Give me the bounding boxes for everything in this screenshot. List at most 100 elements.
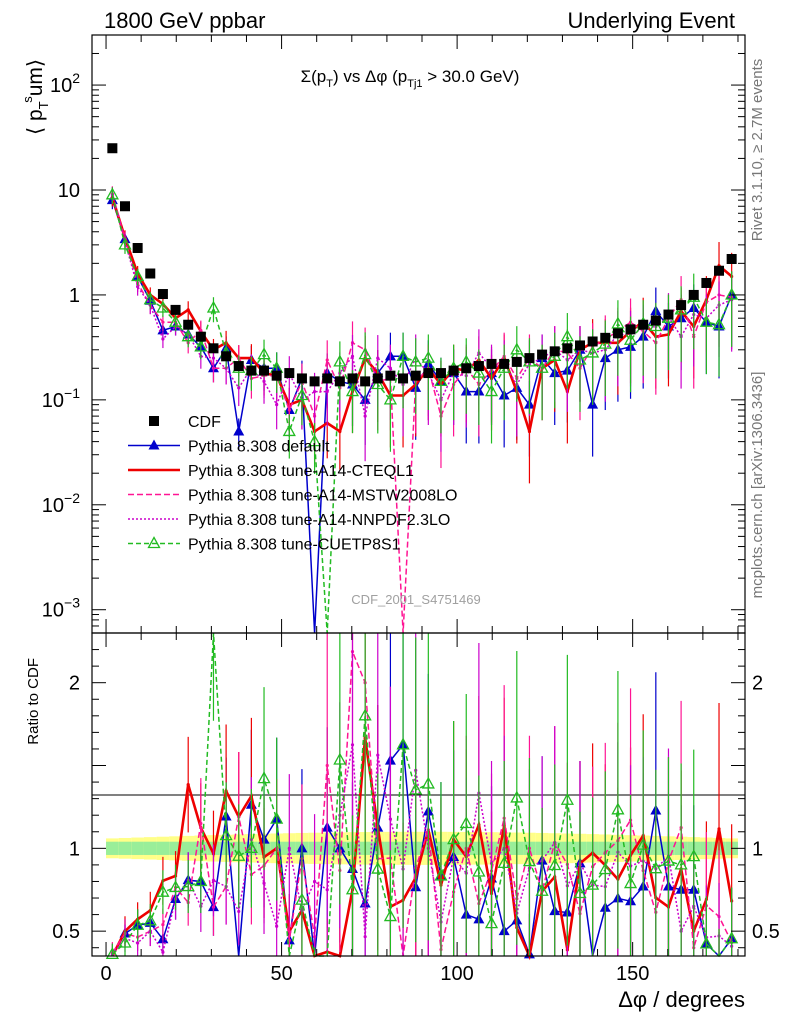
data-point	[334, 376, 345, 387]
ratio-point	[262, 881, 266, 885]
data-point	[168, 314, 183, 327]
ratio-point	[363, 935, 367, 939]
ratio-band-inner	[181, 841, 195, 855]
ratio-point	[598, 862, 612, 875]
main-y-axis-label: ⟨ pTsum⟩	[20, 59, 51, 135]
data-point	[259, 365, 270, 376]
main-chart-title: Σ(pT) vs Δφ (pTj1 > 30.0 GeV)	[301, 67, 520, 90]
side-label-mcplots: mcplots.cern.ch [arXiv:1306.3436]	[749, 372, 766, 599]
legend-label: Pythia 8.308 tune-A14-MSTW2008LO	[188, 488, 457, 505]
ratio-point	[136, 941, 140, 945]
data-point	[233, 425, 245, 436]
ratio-point	[287, 846, 291, 850]
data-point	[650, 315, 661, 326]
ratio-point	[623, 876, 638, 889]
data-point	[199, 328, 203, 332]
ratio-point	[325, 763, 329, 768]
ratio-y-tick-label: 2	[69, 673, 80, 695]
data-point	[211, 356, 216, 360]
ratio-point	[687, 849, 701, 862]
data-point	[537, 349, 548, 360]
data-point	[118, 237, 132, 250]
data-point	[396, 348, 410, 361]
ratio-point	[548, 858, 562, 871]
ratio-series-line	[111, 744, 733, 955]
ratio-point	[275, 924, 279, 928]
ratio-point	[199, 821, 203, 826]
ratio-band-inner	[143, 841, 157, 855]
data-point	[345, 384, 360, 397]
y-tick-label: 102	[50, 70, 80, 97]
data-point	[499, 358, 510, 369]
data-point	[486, 358, 497, 369]
data-point	[131, 269, 145, 282]
data-point	[421, 350, 435, 363]
ratio-panel-series	[105, 632, 739, 961]
data-point	[284, 368, 295, 379]
ratio-point	[717, 827, 721, 831]
ratio-point	[345, 882, 360, 895]
data-point	[107, 143, 118, 154]
data-point	[221, 351, 232, 362]
data-point	[287, 408, 291, 412]
series-line	[111, 193, 732, 634]
data-point	[726, 253, 737, 264]
data-point	[524, 353, 535, 364]
data-point	[573, 352, 587, 365]
data-point	[206, 300, 221, 313]
ratio-point	[186, 783, 190, 787]
ratio-point	[295, 892, 309, 905]
ratio-point	[560, 792, 574, 805]
data-point	[120, 201, 131, 212]
data-point	[527, 429, 532, 434]
data-point	[472, 365, 486, 378]
data-point	[560, 329, 574, 342]
data-point	[296, 373, 307, 384]
ratio-point	[131, 917, 145, 930]
data-point	[410, 370, 421, 381]
data-point	[312, 389, 317, 394]
ratio-point	[168, 880, 183, 893]
ratio-y-tick-label: 0.5	[52, 921, 80, 943]
data-point	[712, 317, 726, 330]
data-point	[409, 354, 423, 367]
legend: CDF Pythia 8.308 default Pythia 8.308 tune…	[128, 414, 457, 554]
data-point	[157, 289, 168, 300]
data-point	[663, 309, 674, 320]
ratio-point	[510, 790, 524, 803]
data-point	[350, 354, 355, 358]
data-point	[156, 300, 170, 313]
watermark: CDF_2001_S4751469	[351, 592, 480, 607]
ratio-point	[649, 861, 663, 874]
data-point	[161, 320, 165, 324]
ratio-y-tick-label-right: 2	[752, 673, 763, 695]
data-point	[170, 304, 181, 315]
data-point	[338, 429, 342, 434]
x-axis-label: Δφ / degrees	[618, 987, 745, 1012]
ratio-point	[421, 776, 435, 789]
data-point	[132, 243, 143, 254]
x-tick-label: 150	[616, 963, 649, 985]
ratio-point	[161, 950, 165, 954]
ratio-point	[358, 708, 372, 721]
data-point	[282, 424, 296, 437]
legend-label: Pythia 8.308 default	[188, 439, 330, 456]
ratio-point	[219, 828, 233, 841]
data-point	[295, 388, 309, 401]
data-point	[161, 337, 165, 341]
data-point	[638, 319, 649, 330]
ratio-point	[156, 884, 170, 897]
data-point	[358, 347, 372, 360]
ratio-plot-frame	[91, 632, 746, 957]
ratio-point	[661, 853, 676, 866]
data-point	[194, 339, 208, 352]
ratio-point	[674, 857, 688, 870]
ratio-band-inner	[156, 841, 170, 855]
ratio-series-line	[111, 651, 733, 957]
ratio-point	[211, 878, 216, 882]
data-point	[275, 403, 279, 407]
ratio-point	[573, 886, 587, 899]
data-point	[372, 373, 383, 384]
legend-marker	[148, 439, 160, 450]
data-point	[598, 336, 612, 349]
